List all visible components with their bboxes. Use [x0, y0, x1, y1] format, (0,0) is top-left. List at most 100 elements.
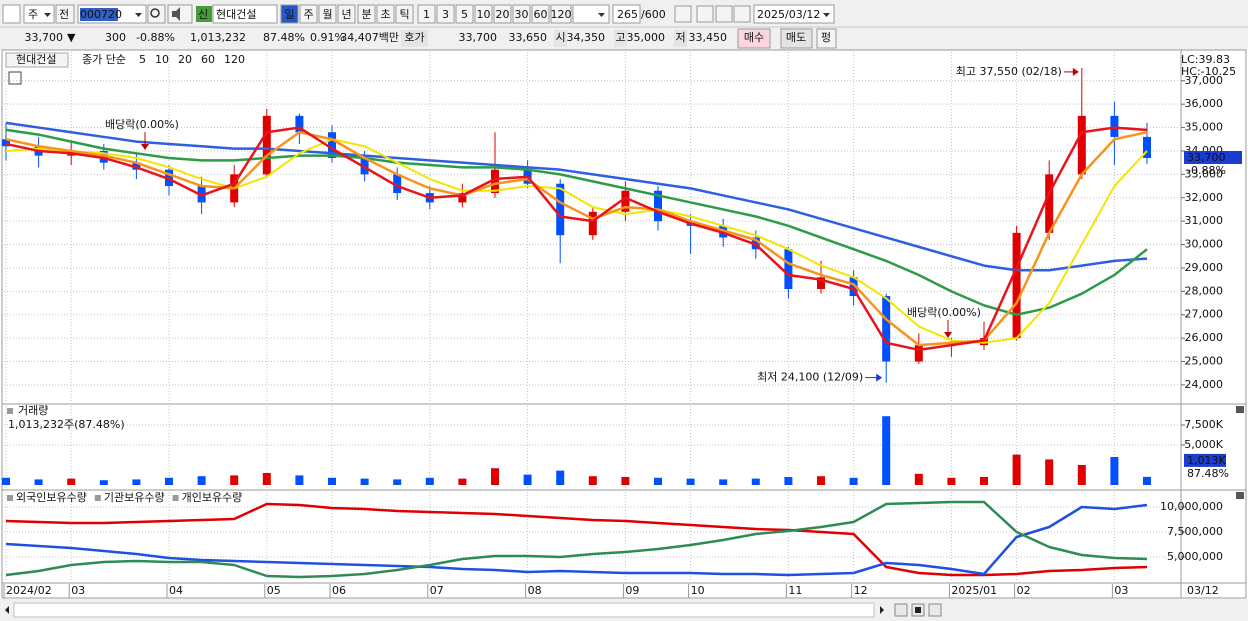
scroll-right[interactable] [880, 606, 884, 614]
unit-button[interactable] [436, 4, 455, 24]
volume-bar [719, 479, 728, 485]
count-max: /600 [641, 8, 666, 21]
volume-bar [165, 477, 173, 485]
unit-button[interactable] [550, 4, 572, 24]
menu-button[interactable] [2, 4, 21, 24]
label-box [401, 30, 428, 47]
y-tick-label: 5,000,000 [1167, 550, 1223, 563]
volume-bar [230, 475, 239, 485]
y-tick-label: 30,000 [1185, 238, 1224, 251]
date-field[interactable] [753, 4, 835, 24]
x-tick-label: 12 [854, 584, 868, 597]
table-icon[interactable] [8, 71, 22, 85]
last-volume-rate: 87.48% [1187, 467, 1229, 480]
period-combo[interactable] [23, 4, 55, 24]
unit-button[interactable] [474, 4, 493, 24]
interval-button[interactable] [318, 4, 337, 24]
candle-body [1012, 232, 1021, 339]
scroll-track[interactable] [13, 602, 875, 618]
y-tick-label: 25,000 [1185, 355, 1224, 368]
y-tick-label: 36,000 [1185, 97, 1224, 110]
volume-bar [588, 476, 597, 485]
unit-button[interactable] [493, 4, 512, 24]
x-tick-label: 05 [267, 584, 281, 597]
nav-last[interactable] [928, 603, 942, 617]
ma-line [5, 138, 1148, 344]
volume-bar [849, 477, 858, 485]
unit-label: 120 [551, 8, 572, 21]
candle-body [914, 345, 923, 362]
volume-bar [34, 479, 43, 485]
candle-body [458, 193, 467, 203]
interval-button[interactable] [395, 4, 414, 24]
volume-bar [1110, 457, 1119, 485]
candle-body [849, 277, 858, 297]
sell-label: 매도 [786, 31, 806, 44]
y-tick-label: 10,000,000 [1160, 500, 1223, 513]
tool-button[interactable] [715, 5, 733, 23]
legend-entry: 기관보유수량 [104, 491, 165, 504]
ex-dividend-annotation: 배당락(0.00%) [907, 306, 981, 319]
buy-button[interactable] [737, 28, 771, 49]
panel-close[interactable] [1236, 492, 1244, 499]
corner-label: HC:-10.25 [1181, 65, 1236, 78]
tool-button[interactable] [696, 5, 714, 23]
legend-entry: 개인보유수량 [182, 491, 243, 504]
panel-close[interactable] [1236, 406, 1244, 413]
quote-price: 33,700 [25, 31, 64, 44]
prev-button[interactable] [55, 4, 75, 24]
volume-bar [784, 477, 793, 485]
x-tick-label: 02 [1017, 584, 1031, 597]
unit-button[interactable] [531, 4, 550, 24]
candle-body [556, 183, 565, 236]
label-box [554, 30, 567, 47]
unit-combo[interactable] [572, 4, 610, 24]
corner-label: LC:39.83 [1181, 53, 1230, 66]
y-tick-label: 28,000 [1185, 284, 1224, 297]
y-tick-label: 31,000 [1185, 214, 1224, 227]
avg-button[interactable] [816, 28, 837, 49]
interval-button[interactable] [357, 4, 376, 24]
unit-label: 1 [423, 8, 430, 21]
candle-body [491, 169, 499, 194]
unit-button[interactable] [512, 4, 531, 24]
interval-button[interactable] [280, 4, 299, 24]
interval-button[interactable] [299, 4, 318, 24]
volume-bar [654, 477, 662, 485]
volume-bar [817, 476, 825, 485]
unit-label: 20 [496, 8, 510, 21]
selection [80, 8, 118, 21]
count-field[interactable] [612, 4, 641, 24]
scroll-left[interactable] [5, 606, 9, 614]
unit-label: 10 [477, 8, 491, 21]
legend-marker [7, 408, 13, 414]
y-tick-label: 35,000 [1185, 121, 1224, 134]
volume-bar [882, 416, 891, 485]
quote-volume: 1,013,232 [190, 31, 246, 44]
quote-change: 300 [105, 31, 126, 44]
nav-first[interactable] [894, 603, 908, 617]
quote-turnover: 0.91% [310, 31, 345, 44]
candle-body [1045, 174, 1054, 233]
high-annotation: 최고 37,550 (02/18) [956, 65, 1062, 78]
candle-body [654, 190, 662, 222]
interval-label: 초 [380, 8, 390, 21]
name-field[interactable] [212, 4, 278, 24]
sell-button[interactable] [780, 28, 813, 49]
unit-button[interactable] [455, 4, 474, 24]
annotation-arrowhead [1072, 67, 1079, 76]
interval-button[interactable] [376, 4, 395, 24]
volume-bar [1012, 454, 1021, 485]
tool-button[interactable] [674, 5, 692, 23]
volume-bar [621, 477, 630, 485]
unit-label: 30 [515, 8, 529, 21]
unit-button[interactable] [417, 4, 436, 24]
legend-entry: 120 [224, 53, 245, 66]
volume-bar [1077, 465, 1086, 485]
interval-button[interactable] [337, 4, 356, 24]
last-change: -0.88% [1187, 164, 1226, 177]
tool-button[interactable] [733, 5, 751, 23]
volume-bar [491, 468, 499, 485]
new-badge-bg [196, 6, 212, 22]
y-tick-label: 26,000 [1185, 331, 1224, 344]
